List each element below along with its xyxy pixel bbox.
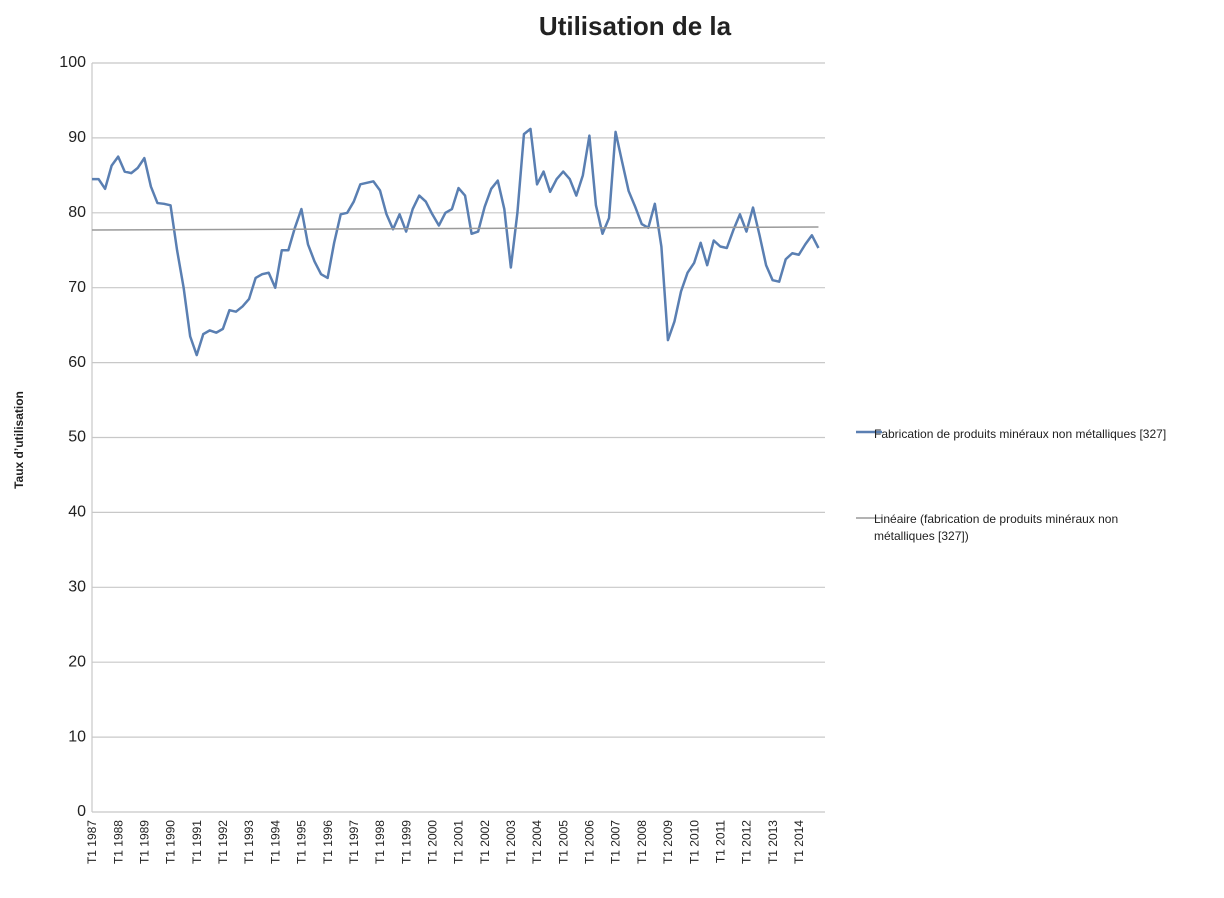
- x-tick-label: T1 1999: [399, 820, 413, 864]
- x-tick-label: T1 2009: [661, 820, 675, 864]
- y-tick-label: 100: [59, 54, 86, 71]
- y-tick-label: 80: [68, 204, 86, 221]
- y-tick-label: 0: [77, 803, 86, 820]
- x-tick-label: T1 1994: [268, 820, 282, 864]
- y-tick-label: 30: [68, 579, 86, 596]
- chart-title: Utilisation de la: [539, 11, 732, 41]
- x-tick-label: T1 1991: [190, 820, 204, 864]
- x-tick-label: T1 1998: [373, 820, 387, 864]
- x-tick-label: T1 2003: [504, 820, 518, 864]
- x-tick-label: T1 2007: [609, 820, 623, 864]
- x-tick-label: T1 1995: [295, 820, 309, 864]
- x-tick-label: T1 1987: [85, 820, 99, 864]
- x-tick-label: T1 2002: [478, 820, 492, 864]
- x-tick-label: T1 1997: [347, 820, 361, 864]
- x-tick-label: T1 1990: [164, 820, 178, 864]
- y-tick-label: 10: [68, 728, 86, 745]
- x-tick-label: T1 2011: [713, 820, 727, 863]
- y-tick-label: 90: [68, 129, 86, 146]
- x-tick-label: T1 2012: [740, 820, 754, 864]
- series-line: [92, 127, 820, 357]
- y-tick-label: 50: [68, 429, 86, 446]
- x-tick-label: T1 2010: [687, 820, 701, 864]
- x-tick-label: T1 2013: [766, 820, 780, 864]
- legend-label: Fabrication de produits minéraux non mét…: [874, 427, 1167, 441]
- x-tick-label: T1 1992: [216, 820, 230, 864]
- legend-label: Linéaire (fabrication de produits minéra…: [874, 512, 1119, 543]
- x-tick-label: T1 2005: [556, 820, 570, 864]
- x-tick-label: T1 2004: [530, 820, 544, 864]
- trend-line: [91, 226, 819, 231]
- x-tick-label: T1 2006: [583, 820, 597, 864]
- x-tick-label: T1 1996: [321, 820, 335, 864]
- x-tick-label: T1 2008: [635, 820, 649, 864]
- y-axis-label: Taux d’utilisation: [12, 391, 26, 489]
- x-tick-label: T1 2000: [425, 820, 439, 864]
- y-tick-label: 60: [68, 354, 86, 371]
- x-tick-label: T1 1989: [138, 820, 152, 864]
- x-tick-label: T1 2014: [792, 820, 806, 864]
- x-tick-label: T1 2001: [452, 820, 466, 864]
- x-tick-label: T1 1988: [111, 820, 125, 864]
- x-tick-label: T1 1993: [242, 820, 256, 864]
- y-tick-label: 70: [68, 279, 86, 296]
- y-tick-label: 20: [68, 653, 86, 670]
- y-tick-label: 40: [68, 504, 86, 521]
